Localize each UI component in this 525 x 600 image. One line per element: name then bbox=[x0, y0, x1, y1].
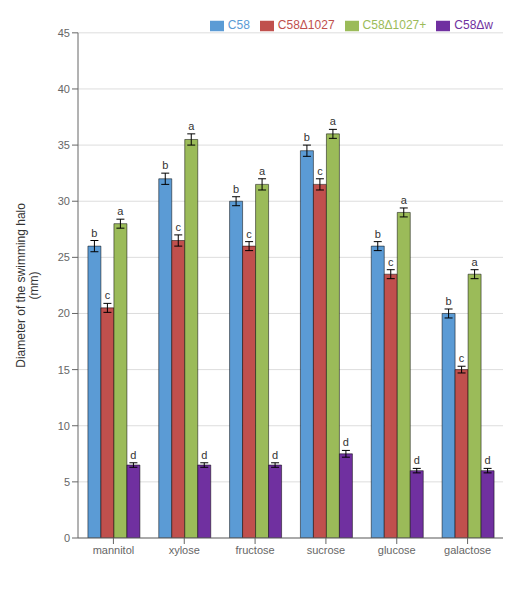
svg-text:c: c bbox=[246, 228, 252, 240]
svg-text:b: b bbox=[233, 183, 239, 195]
svg-text:d: d bbox=[343, 436, 349, 448]
svg-text:a: a bbox=[259, 165, 266, 177]
svg-text:c: c bbox=[459, 352, 465, 364]
svg-text:b: b bbox=[375, 228, 381, 240]
svg-text:c: c bbox=[176, 221, 182, 233]
svg-text:a: a bbox=[330, 115, 337, 127]
html-text:C58Δ1027: C58Δ1027 bbox=[277, 18, 335, 32]
svg-text:b: b bbox=[162, 159, 168, 171]
svg-text:xylose: xylose bbox=[169, 544, 200, 556]
svg-text:15: 15 bbox=[58, 364, 70, 376]
svg-text:b: b bbox=[304, 131, 310, 143]
svg-text:Diameter of the swimming halo(: Diameter of the swimming halo(mm) bbox=[15, 203, 42, 368]
svg-text:glucose: glucose bbox=[378, 544, 416, 556]
svg-text:a: a bbox=[472, 256, 479, 268]
svg-text:30: 30 bbox=[58, 195, 70, 207]
svg-text:d: d bbox=[485, 454, 491, 466]
svg-text:d: d bbox=[272, 449, 278, 461]
svg-text:25: 25 bbox=[58, 251, 70, 263]
svg-text:b: b bbox=[91, 227, 97, 239]
svg-text:a: a bbox=[188, 120, 195, 132]
svg-text:0: 0 bbox=[64, 532, 70, 544]
svg-text:c: c bbox=[317, 165, 323, 177]
html-text:C58Δw: C58Δw bbox=[454, 18, 493, 32]
svg-text:d: d bbox=[201, 449, 207, 461]
svg-text:5: 5 bbox=[64, 476, 70, 488]
svg-text:20: 20 bbox=[58, 307, 70, 319]
svg-text:mannitol: mannitol bbox=[93, 544, 135, 556]
svg-text:b: b bbox=[446, 295, 452, 307]
svg-text:sucrose: sucrose bbox=[307, 544, 346, 556]
svg-text:c: c bbox=[105, 289, 111, 301]
svg-text:a: a bbox=[117, 205, 124, 217]
svg-text:d: d bbox=[130, 449, 136, 461]
svg-text:40: 40 bbox=[58, 83, 70, 95]
svg-text:fructose: fructose bbox=[236, 544, 275, 556]
svg-text:10: 10 bbox=[58, 420, 70, 432]
svg-text:galactose: galactose bbox=[444, 544, 491, 556]
svg-text:c: c bbox=[388, 256, 394, 268]
html-text:C58: C58 bbox=[227, 18, 250, 32]
svg-text:d: d bbox=[414, 454, 420, 466]
svg-text:45: 45 bbox=[58, 27, 70, 39]
svg-text:35: 35 bbox=[58, 139, 70, 151]
html-text:C58Δ1027+: C58Δ1027+ bbox=[362, 18, 427, 32]
svg-text:a: a bbox=[401, 194, 408, 206]
